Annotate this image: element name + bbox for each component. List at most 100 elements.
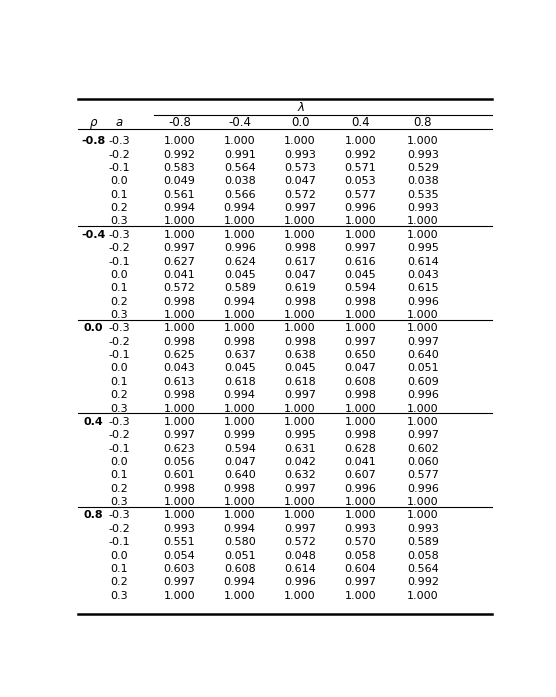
Text: 0.8: 0.8 <box>83 510 103 521</box>
Text: 0.997: 0.997 <box>163 577 195 588</box>
Text: -0.2: -0.2 <box>108 430 130 441</box>
Text: 0.1: 0.1 <box>110 377 128 387</box>
Text: 1.000: 1.000 <box>224 137 256 146</box>
Text: 0.053: 0.053 <box>345 176 376 186</box>
Text: 0.995: 0.995 <box>284 430 316 441</box>
Text: 0.637: 0.637 <box>224 350 256 360</box>
Text: -0.1: -0.1 <box>108 350 130 360</box>
Text: 1.000: 1.000 <box>345 310 376 320</box>
Text: -0.1: -0.1 <box>108 444 130 454</box>
Text: 0.609: 0.609 <box>407 377 439 387</box>
Text: 0.998: 0.998 <box>163 484 195 493</box>
Text: 1.000: 1.000 <box>163 217 195 227</box>
Text: 0.058: 0.058 <box>345 551 376 560</box>
Text: 0.8: 0.8 <box>414 116 432 129</box>
Text: 0.991: 0.991 <box>224 150 256 160</box>
Text: 0.997: 0.997 <box>284 484 316 493</box>
Text: 0.529: 0.529 <box>407 163 439 173</box>
Text: 1.000: 1.000 <box>345 217 376 227</box>
Text: 0.048: 0.048 <box>284 551 316 560</box>
Text: 0.996: 0.996 <box>407 297 439 307</box>
Text: 0.038: 0.038 <box>407 176 439 186</box>
Text: 1.000: 1.000 <box>284 217 316 227</box>
Text: 0.0: 0.0 <box>291 116 309 129</box>
Text: 0.054: 0.054 <box>163 551 195 560</box>
Text: 0.996: 0.996 <box>407 484 439 493</box>
Text: 1.000: 1.000 <box>163 417 195 427</box>
Text: 0.551: 0.551 <box>163 537 195 547</box>
Text: 0.995: 0.995 <box>407 243 439 253</box>
Text: 1.000: 1.000 <box>345 404 376 413</box>
Text: -0.1: -0.1 <box>108 537 130 547</box>
Text: 0.998: 0.998 <box>224 484 256 493</box>
Text: -0.2: -0.2 <box>108 150 130 160</box>
Text: 1.000: 1.000 <box>163 404 195 413</box>
Text: -0.3: -0.3 <box>108 230 130 240</box>
Text: 1.000: 1.000 <box>407 230 439 240</box>
Text: 0.047: 0.047 <box>284 176 316 186</box>
Text: 0.614: 0.614 <box>407 256 439 266</box>
Text: 0.2: 0.2 <box>110 577 128 588</box>
Text: 0.997: 0.997 <box>344 337 376 347</box>
Text: 1.000: 1.000 <box>224 417 256 427</box>
Text: 0.577: 0.577 <box>407 470 439 480</box>
Text: 0.056: 0.056 <box>163 457 195 467</box>
Text: 0.564: 0.564 <box>224 163 256 173</box>
Text: 1.000: 1.000 <box>284 417 316 427</box>
Text: 0.577: 0.577 <box>344 190 376 200</box>
Text: 0.996: 0.996 <box>344 484 376 493</box>
Text: 0.045: 0.045 <box>224 270 256 280</box>
Text: 1.000: 1.000 <box>345 137 376 146</box>
Text: 1.000: 1.000 <box>284 323 316 333</box>
Text: 0.060: 0.060 <box>407 457 439 467</box>
Text: 1.000: 1.000 <box>163 137 195 146</box>
Text: ρ: ρ <box>90 116 97 129</box>
Text: 0.994: 0.994 <box>224 390 256 400</box>
Text: 0.998: 0.998 <box>163 297 195 307</box>
Text: 1.000: 1.000 <box>407 310 439 320</box>
Text: 0.992: 0.992 <box>163 150 195 160</box>
Text: 0.996: 0.996 <box>224 243 256 253</box>
Text: 0.045: 0.045 <box>284 364 316 374</box>
Text: 0.0: 0.0 <box>110 176 128 186</box>
Text: 0.535: 0.535 <box>407 190 439 200</box>
Text: 0.571: 0.571 <box>345 163 376 173</box>
Text: 0.998: 0.998 <box>344 430 376 441</box>
Text: 0.625: 0.625 <box>163 350 195 360</box>
Text: 1.000: 1.000 <box>163 310 195 320</box>
Text: 0.614: 0.614 <box>284 564 316 574</box>
Text: 1.000: 1.000 <box>407 137 439 146</box>
Text: λ: λ <box>297 101 305 114</box>
Text: 0.3: 0.3 <box>110 590 128 601</box>
Text: 0.603: 0.603 <box>163 564 195 574</box>
Text: 1.000: 1.000 <box>284 497 316 507</box>
Text: 1.000: 1.000 <box>163 590 195 601</box>
Text: 1.000: 1.000 <box>345 590 376 601</box>
Text: 0.561: 0.561 <box>163 190 195 200</box>
Text: 0.589: 0.589 <box>224 283 256 293</box>
Text: 0.1: 0.1 <box>110 190 128 200</box>
Text: 0.994: 0.994 <box>224 203 256 213</box>
Text: 1.000: 1.000 <box>407 404 439 413</box>
Text: 0.583: 0.583 <box>163 163 195 173</box>
Text: 0.1: 0.1 <box>110 564 128 574</box>
Text: 0.994: 0.994 <box>163 203 195 213</box>
Text: -0.3: -0.3 <box>108 323 130 333</box>
Text: -0.2: -0.2 <box>108 243 130 253</box>
Text: 0.997: 0.997 <box>163 430 195 441</box>
Text: -0.8: -0.8 <box>168 116 191 129</box>
Text: 1.000: 1.000 <box>284 310 316 320</box>
Text: 1.000: 1.000 <box>284 590 316 601</box>
Text: 0.640: 0.640 <box>407 350 439 360</box>
Text: 0.051: 0.051 <box>407 364 439 374</box>
Text: 0.997: 0.997 <box>284 203 316 213</box>
Text: 0.998: 0.998 <box>163 390 195 400</box>
Text: 0.613: 0.613 <box>163 377 195 387</box>
Text: 0.993: 0.993 <box>344 524 376 534</box>
Text: 1.000: 1.000 <box>163 323 195 333</box>
Text: 1.000: 1.000 <box>224 217 256 227</box>
Text: -0.3: -0.3 <box>108 417 130 427</box>
Text: 0.038: 0.038 <box>224 176 256 186</box>
Text: 1.000: 1.000 <box>407 497 439 507</box>
Text: 1.000: 1.000 <box>224 404 256 413</box>
